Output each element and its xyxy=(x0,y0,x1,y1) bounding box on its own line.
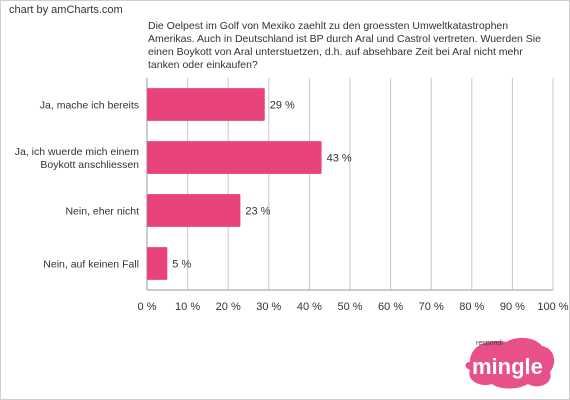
category-label: Nein, auf keinen Fall xyxy=(43,259,139,271)
bar xyxy=(147,141,322,174)
logo-mingle-text: mingle xyxy=(472,354,543,379)
x-tick-label: 60 % xyxy=(378,301,403,313)
bar xyxy=(147,194,240,227)
bar xyxy=(147,88,265,121)
category-label: Ja, ich wuerde mich einem xyxy=(15,146,140,158)
bar-value-label: 23 % xyxy=(245,206,270,218)
x-tick-label: 0 % xyxy=(138,301,157,313)
bar-value-label: 29 % xyxy=(270,100,295,112)
bar-value-label: 43 % xyxy=(327,153,352,165)
x-tick-label: 10 % xyxy=(175,301,200,313)
bar xyxy=(147,247,167,280)
x-tick-label: 70 % xyxy=(419,301,444,313)
x-tick-label: 20 % xyxy=(216,301,241,313)
category-label: Ja, mache ich bereits xyxy=(40,100,139,112)
logo-respondi-text: respondi xyxy=(476,340,503,347)
bar-value-label: 5 % xyxy=(172,259,191,271)
x-tick-label: 100 % xyxy=(537,301,568,313)
x-tick-label: 90 % xyxy=(500,301,525,313)
x-tick-label: 40 % xyxy=(297,301,322,313)
mingle-logo: respondi mingle xyxy=(450,332,560,392)
x-tick-label: 30 % xyxy=(256,301,281,313)
category-label: Boykott anschliessen xyxy=(40,159,139,171)
x-tick-label: 80 % xyxy=(459,301,484,313)
category-label: Nein, eher nicht xyxy=(65,206,139,218)
x-tick-label: 50 % xyxy=(337,301,362,313)
